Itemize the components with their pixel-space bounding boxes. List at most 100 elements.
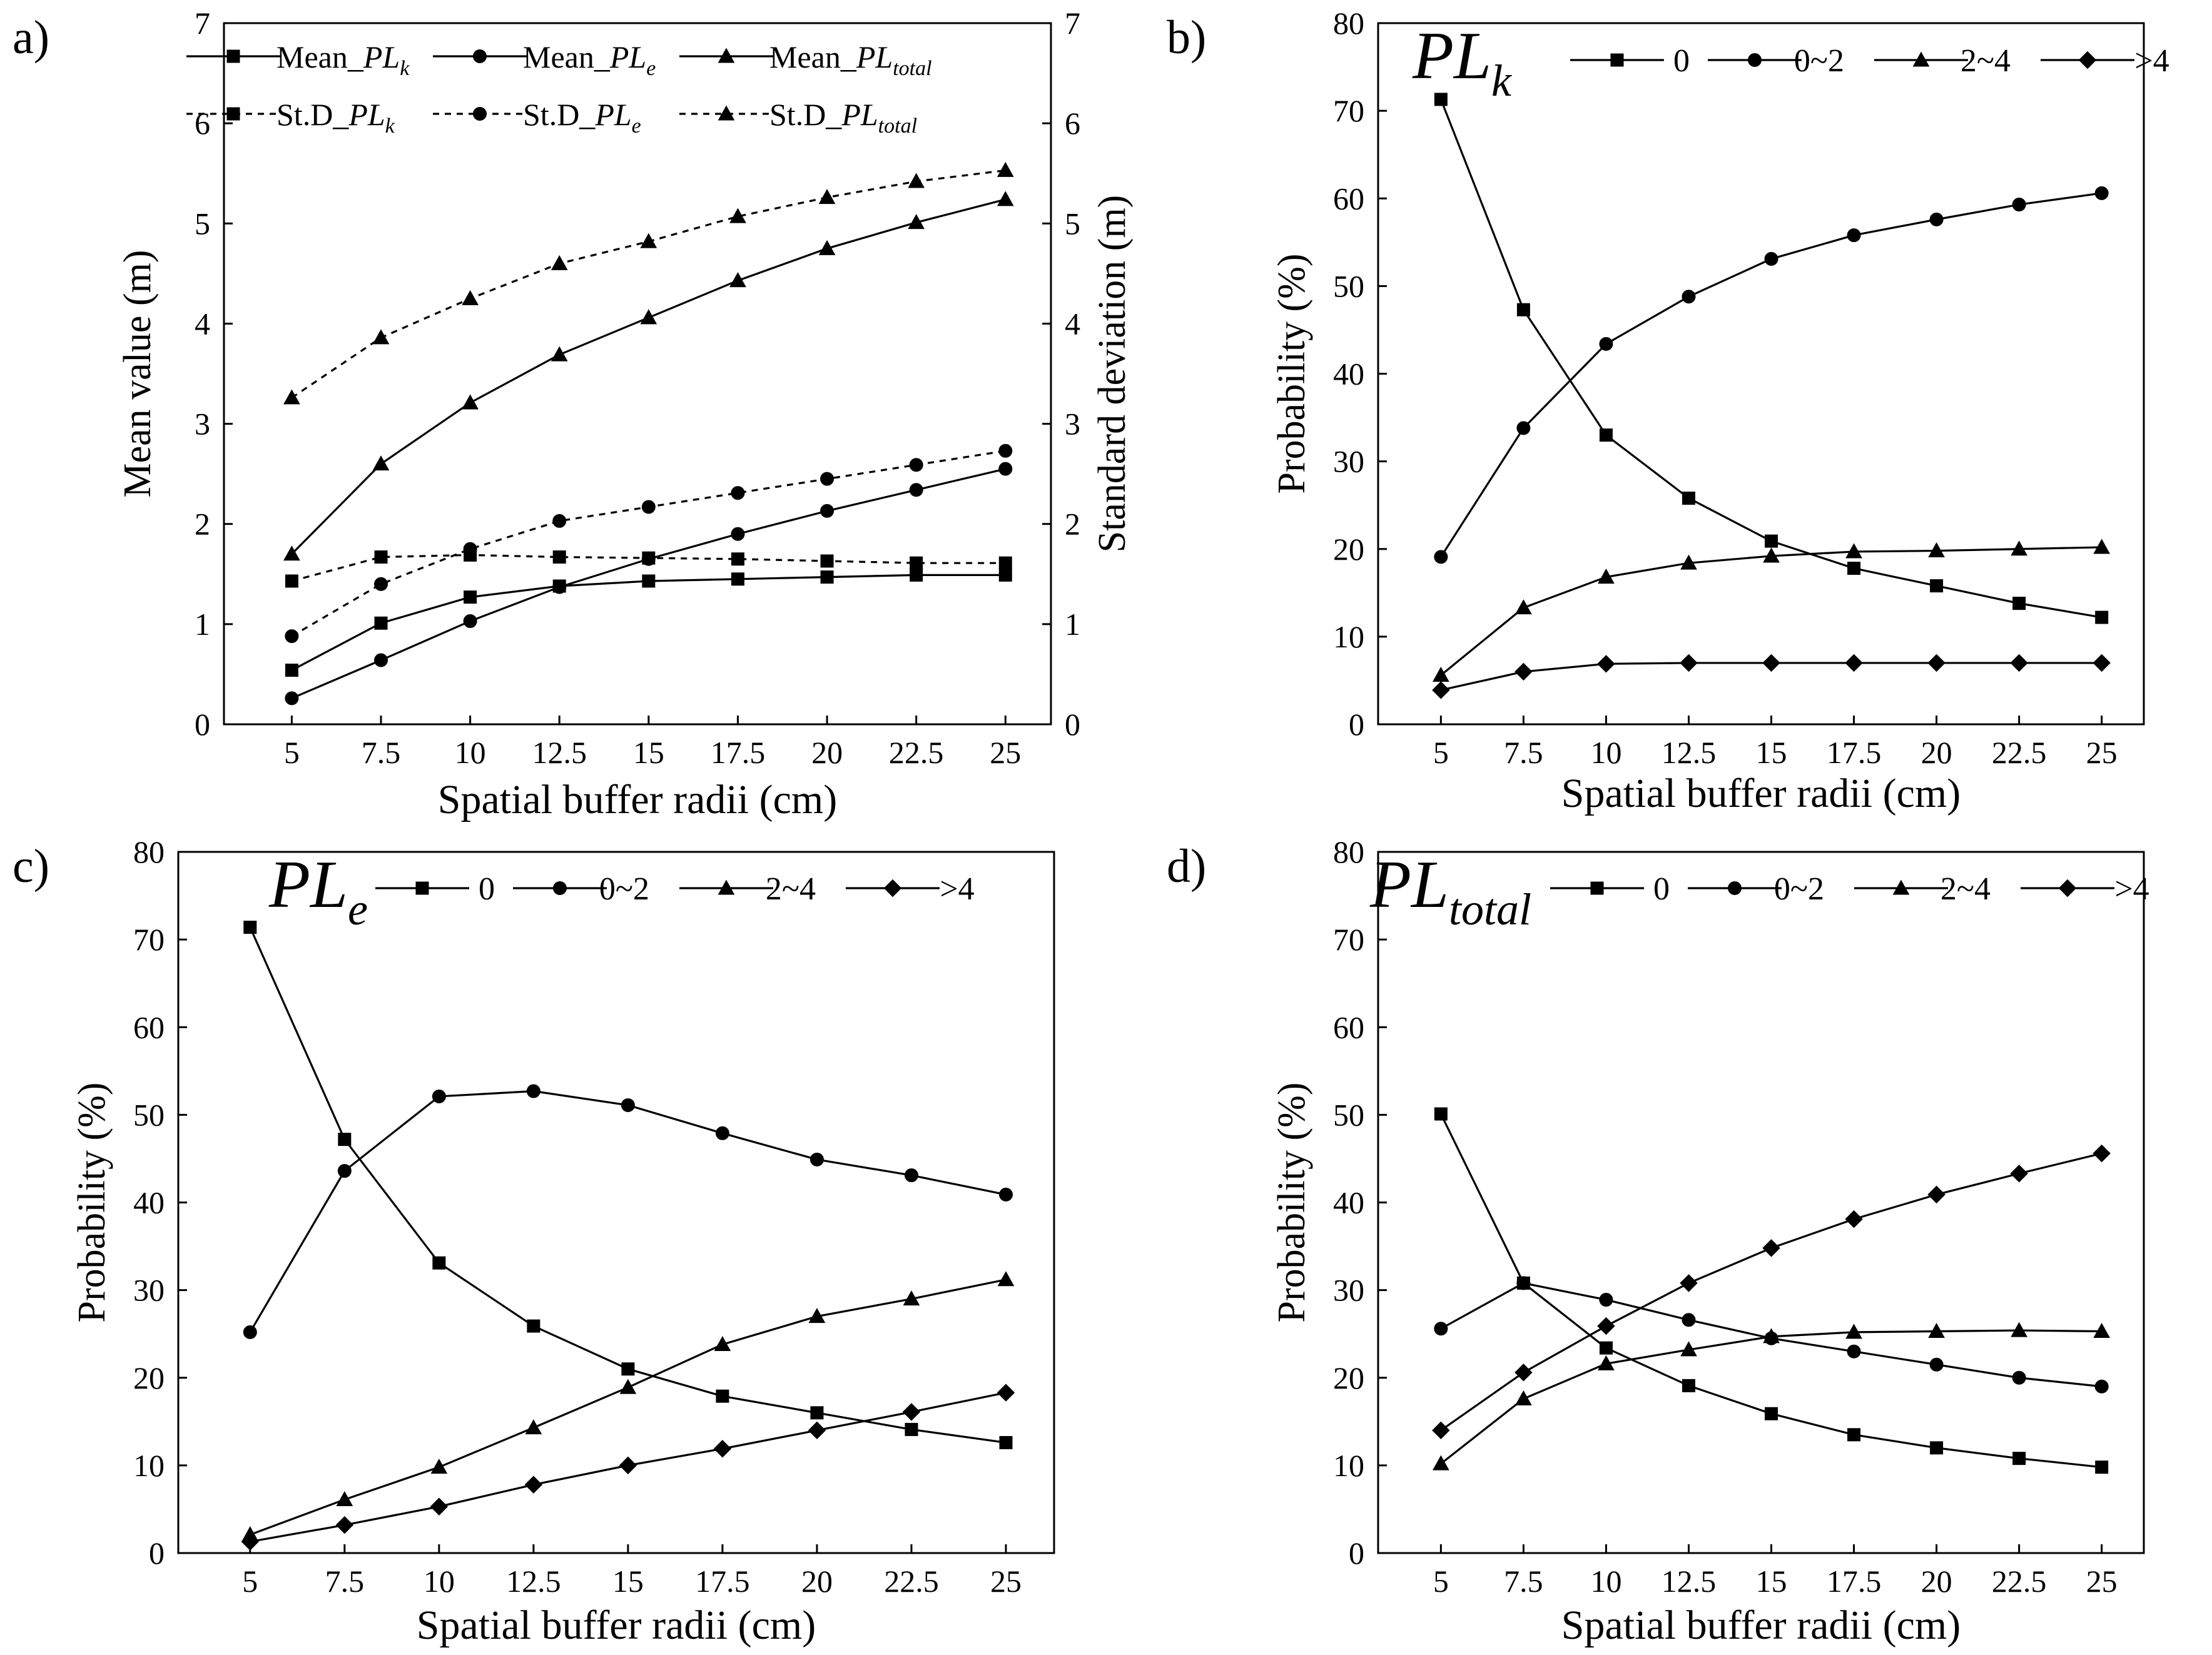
plot-frame [177,851,1055,1554]
data-point [1930,1441,1944,1455]
panel-c: 5 7.5 10 12.5 15 17.5 20 22.5 25 0 10 20 30 40 50 60 70 8… [13,834,1055,1648]
legend-item: >4 [846,871,975,907]
panel-label: c) [13,840,49,893]
panel-label: d) [1167,840,1206,893]
legend-label: St.D_PLk [276,97,395,138]
data-point [2094,1379,2109,1394]
data-point [1765,1407,1778,1420]
data-point [432,1256,446,1270]
legend-label: Mean_PLk [276,39,410,80]
data-point [1927,1185,1946,1204]
data-point [1680,1341,1697,1357]
data-point [910,568,923,582]
legend-marker [473,107,487,121]
series-St.D_PL_total [283,161,1014,405]
series-0 [1434,93,2109,624]
x-tick-label: 25 [990,735,1021,770]
legend-label: St.D_PLtotal [769,97,917,138]
data-point [908,214,925,230]
data-point [337,1164,352,1178]
legend-item: 2~4 [679,871,816,907]
series-Mean_PL_k [285,568,1012,677]
legend-marker [1912,51,1930,67]
x-tick-label: 5 [1433,735,1449,770]
series-0 [1434,1107,2109,1474]
x-tick-label: 15 [1756,1564,1787,1599]
data-point [999,1187,1013,1202]
data-point [1763,547,1780,563]
panel-title: PLk [1412,19,1513,106]
legend-label: Mean_PLe [523,39,656,80]
legend-marker [1610,53,1624,67]
panel-d: 5 7.5 10 12.5 15 17.5 20 22.5 25 0 10 20 30 40 50 60 70 8… [1167,834,2149,1648]
data-point [430,1497,449,1516]
data-point [1434,1107,1448,1121]
data-point [2093,654,2111,672]
legend-label: 0 [1653,871,1670,907]
data-point [810,1406,824,1420]
data-point [525,1419,542,1435]
x-tick-label: 15 [612,1564,644,1599]
legend-item: >4 [2021,871,2149,907]
series-2~4 [1433,1322,2111,1470]
data-point [818,189,836,205]
y-right-tick-label: 7 [1065,6,1080,41]
x-tick-label: 12.5 [1662,735,1717,770]
series-line [291,169,1006,399]
data-point [2010,654,2028,672]
y-tick-label: 60 [1333,181,1364,216]
y-tick-label: 0 [1349,1536,1364,1571]
y-tick-label: 70 [1333,922,1364,957]
legend-label: 0 [479,871,495,907]
data-point [2095,1460,2109,1474]
data-point [619,1456,637,1475]
data-point [285,574,298,588]
legend-marker [553,881,567,895]
data-point [731,486,745,500]
x-tick-label: 7.5 [362,735,401,770]
data-point [1763,1328,1780,1344]
x-tick-label: 20 [1921,735,1952,770]
data-point [998,568,1012,582]
y-right-tick-label: 0 [1065,707,1080,742]
data-point [464,590,477,604]
series->4 [241,1384,1015,1551]
y-axis-label: Probability (%) [1271,1083,1313,1323]
panel-label: a) [13,11,49,64]
data-point [1847,562,1861,575]
data-point [1598,569,1615,584]
y-tick-label: 1 [195,607,210,642]
legend-label: >4 [2114,871,2149,907]
data-point [619,1379,637,1394]
y-tick-label: 0 [149,1536,165,1571]
x-axis-label: Spatial buffer radii (cm) [438,777,837,822]
data-point [820,504,835,518]
legend-item: St.D_PLe [433,97,641,138]
data-point [2093,1322,2111,1338]
data-point [1845,1323,1862,1339]
data-point [903,1290,920,1306]
legend-marker [226,107,240,121]
legend-marker [473,49,487,63]
data-point [1599,1341,1613,1355]
y-tick-label: 60 [133,1010,165,1045]
data-point [2012,597,2026,610]
data-point [374,653,388,667]
data-point [1599,428,1613,442]
data-point [1680,654,1698,672]
data-point [1762,654,1780,672]
data-point [1682,290,1696,304]
data-point [1764,251,1778,266]
data-point [2012,198,2026,212]
legend-label: >4 [940,871,974,907]
data-point [909,458,923,472]
x-tick-label: 25 [990,1564,1022,1599]
data-point [1433,1455,1449,1470]
x-tick-label: 10 [1590,735,1621,770]
series-line [1440,1152,2103,1432]
legend-marker [718,48,735,63]
data-point [998,462,1013,476]
data-point [524,1475,543,1494]
y-tick-label: 4 [195,306,210,341]
